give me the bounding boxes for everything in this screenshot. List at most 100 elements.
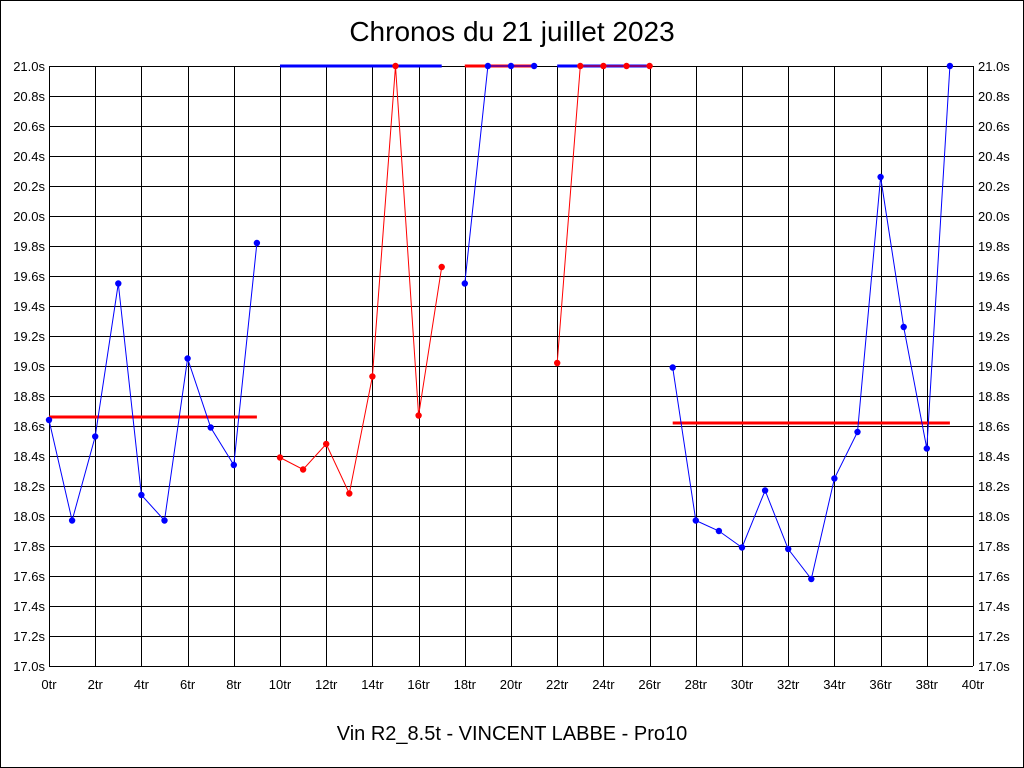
data-point bbox=[484, 62, 492, 70]
data-point bbox=[253, 239, 261, 247]
y-tick-label: 19.0s bbox=[13, 359, 45, 374]
data-point bbox=[831, 475, 838, 482]
x-tick-label: 24tr bbox=[592, 677, 615, 692]
chart-footer: Vin R2_8.5t - VINCENT LABBE - Pro10 bbox=[336, 723, 688, 745]
x-tick-label: 18tr bbox=[454, 677, 477, 692]
data-point bbox=[785, 545, 792, 553]
data-point bbox=[207, 424, 214, 431]
y-tick-label: 19.8s bbox=[13, 239, 45, 254]
chart-title: Chronos du 21 juillet 2023 bbox=[349, 16, 675, 47]
data-point bbox=[184, 355, 191, 362]
x-tick-label: 0tr bbox=[41, 677, 57, 692]
y-tick-label: 17.2s bbox=[13, 629, 45, 644]
y-tick-label: 20.6s bbox=[978, 119, 1010, 134]
x-tick-label: 8tr bbox=[226, 677, 242, 692]
y-tick-labels-right: 17.0s 17.2s 17.4s 17.6s 17.8s 18.0s 18.2s 18.4s… bbox=[978, 59, 1010, 674]
x-tick-label: 16tr bbox=[407, 677, 430, 692]
y-tick-label: 18.6s bbox=[978, 419, 1010, 434]
grid bbox=[49, 66, 974, 667]
series-line bbox=[464, 65, 535, 284]
average-lines bbox=[49, 64, 950, 425]
x-tick-labels: 0tr 2tr 4tr 6tr 8tr 10tr 12tr 14tr 16tr 18tr 20tr 2… bbox=[41, 677, 984, 692]
y-tick-labels-left: 17.0s 17.2s 17.4s 17.6s 17.8s 18.0s 18.2s 18.4s… bbox=[13, 59, 45, 674]
data-point bbox=[946, 62, 954, 70]
y-tick-label: 19.0s bbox=[978, 359, 1010, 374]
data-point bbox=[45, 416, 53, 424]
y-tick-label: 17.0s bbox=[978, 659, 1010, 674]
y-tick-label: 20.4s bbox=[13, 149, 45, 164]
y-tick-label: 17.8s bbox=[978, 539, 1010, 554]
data-point bbox=[438, 263, 445, 271]
y-tick-label: 18.8s bbox=[13, 389, 45, 404]
y-tick-label: 18.6s bbox=[13, 419, 45, 434]
y-tick-label: 18.4s bbox=[13, 449, 45, 464]
data-point bbox=[808, 575, 815, 583]
x-tick-label: 38tr bbox=[916, 677, 939, 692]
x-tick-label: 4tr bbox=[134, 677, 150, 692]
data-point bbox=[299, 466, 307, 473]
y-tick-label: 20.6s bbox=[13, 119, 45, 134]
y-tick-label: 17.2s bbox=[978, 629, 1010, 644]
y-tick-label: 19.2s bbox=[13, 329, 45, 344]
x-tick-label: 2tr bbox=[88, 677, 104, 692]
series-lines bbox=[48, 65, 951, 581]
data-point bbox=[415, 412, 422, 419]
x-tick-label: 14tr bbox=[361, 677, 384, 692]
data-point bbox=[507, 62, 515, 70]
y-tick-label: 17.0s bbox=[13, 659, 45, 674]
data-point bbox=[115, 280, 122, 287]
data-point bbox=[230, 461, 237, 469]
y-tick-label: 18.0s bbox=[13, 509, 45, 524]
y-tick-label: 21.0s bbox=[978, 59, 1010, 74]
data-point bbox=[346, 490, 353, 497]
data-point bbox=[276, 454, 284, 461]
data-point bbox=[530, 62, 538, 70]
x-tick-label: 22tr bbox=[546, 677, 569, 692]
y-tick-label: 17.8s bbox=[13, 539, 45, 554]
x-tick-label: 12tr bbox=[315, 677, 338, 692]
x-tick-label: 34tr bbox=[823, 677, 846, 692]
data-point bbox=[323, 440, 330, 448]
y-tick-label: 20.4s bbox=[978, 149, 1010, 164]
x-tick-label: 20tr bbox=[500, 677, 523, 692]
data-point bbox=[461, 280, 468, 287]
x-tick-label: 36tr bbox=[869, 677, 892, 692]
y-tick-label: 17.6s bbox=[13, 569, 45, 584]
data-point bbox=[715, 527, 723, 535]
data-point bbox=[68, 517, 76, 524]
data-point bbox=[738, 544, 746, 551]
y-tick-label: 19.6s bbox=[978, 269, 1010, 284]
y-tick-label: 18.0s bbox=[978, 509, 1010, 524]
y-tick-label: 20.2s bbox=[978, 179, 1010, 194]
data-point bbox=[854, 428, 861, 436]
x-tick-label: 6tr bbox=[180, 677, 196, 692]
series-points bbox=[45, 62, 954, 583]
y-tick-label: 20.8s bbox=[13, 89, 45, 104]
x-tick-label: 32tr bbox=[777, 677, 800, 692]
data-point bbox=[692, 517, 699, 524]
x-tick-label: 26tr bbox=[638, 677, 661, 692]
data-point bbox=[369, 373, 376, 380]
y-tick-label: 18.2s bbox=[978, 479, 1010, 494]
y-tick-label: 19.8s bbox=[978, 239, 1010, 254]
x-tick-label: 40tr bbox=[962, 677, 985, 692]
data-point bbox=[392, 62, 399, 70]
y-tick-label: 19.4s bbox=[13, 299, 45, 314]
data-point bbox=[669, 364, 676, 371]
y-tick-label: 19.4s bbox=[978, 299, 1010, 314]
data-point bbox=[554, 359, 561, 367]
y-tick-label: 19.2s bbox=[978, 329, 1010, 344]
data-point bbox=[161, 517, 168, 524]
y-tick-label: 20.0s bbox=[13, 209, 45, 224]
x-tick-label: 10tr bbox=[269, 677, 292, 692]
series-line bbox=[48, 242, 258, 522]
y-tick-label: 18.8s bbox=[978, 389, 1010, 404]
data-point bbox=[923, 445, 930, 452]
x-tick-label: 28tr bbox=[685, 677, 708, 692]
x-tick-label: 30tr bbox=[731, 677, 754, 692]
series-line bbox=[279, 65, 443, 496]
y-tick-label: 18.2s bbox=[13, 479, 45, 494]
data-point bbox=[877, 173, 884, 181]
data-point bbox=[92, 433, 99, 440]
